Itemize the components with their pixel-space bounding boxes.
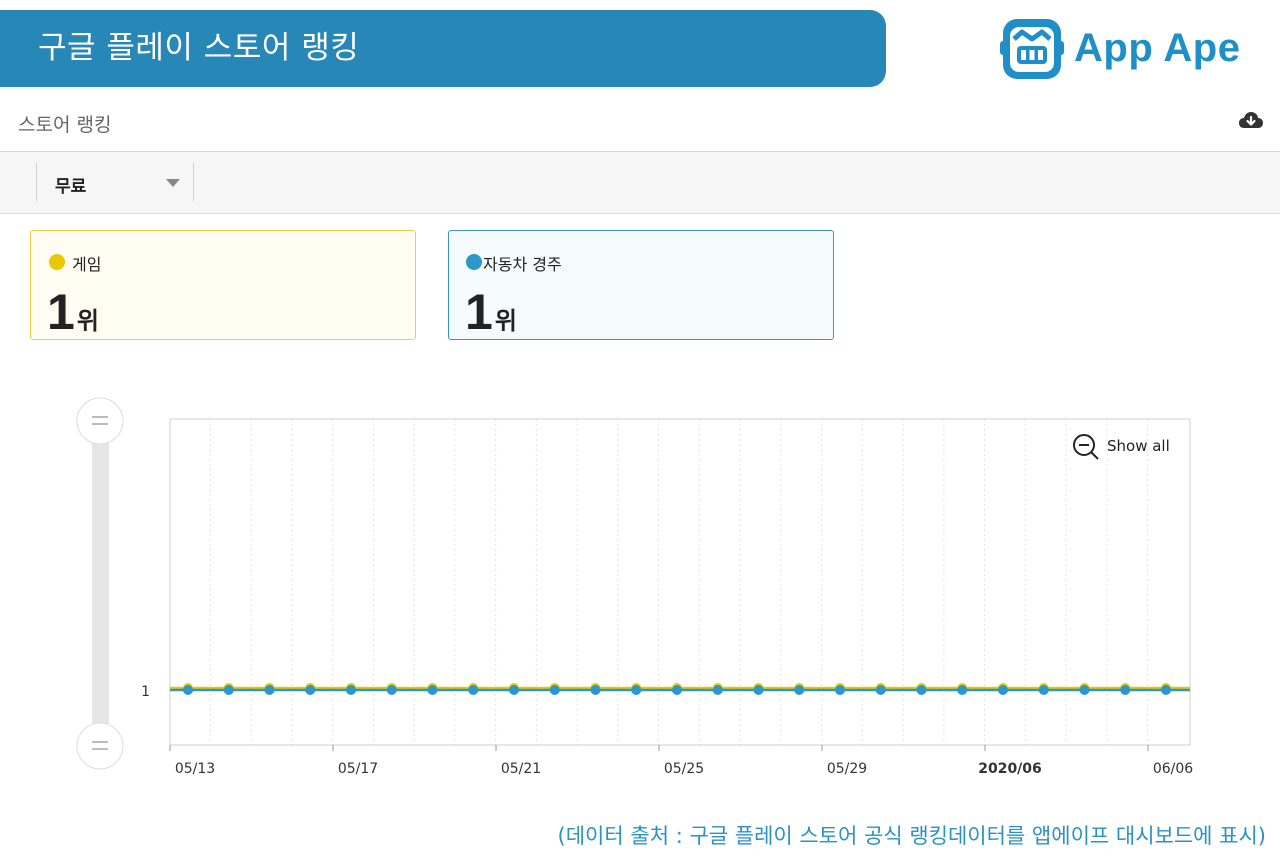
data-point xyxy=(305,685,316,695)
data-point xyxy=(998,683,1008,693)
x-tick-label: 05/21 xyxy=(501,761,541,777)
data-point xyxy=(753,685,764,695)
data-point xyxy=(223,683,234,693)
data-point xyxy=(794,683,805,693)
data-point xyxy=(957,683,968,693)
data-point xyxy=(916,685,927,695)
data-point xyxy=(1120,685,1131,695)
chart-series xyxy=(170,683,1190,695)
brand-name: App Ape xyxy=(1074,25,1241,70)
data-point xyxy=(672,683,682,693)
data-point xyxy=(549,685,560,695)
data-point xyxy=(712,685,723,695)
card-category-label: 게임 xyxy=(72,255,102,274)
data-point xyxy=(183,685,193,695)
data-point xyxy=(916,683,927,693)
show-all-label: Show all xyxy=(1107,437,1170,455)
data-point xyxy=(386,685,397,695)
data-point xyxy=(998,685,1008,695)
data-point xyxy=(712,683,723,693)
card-category-label: 자동차 경주 xyxy=(483,255,562,274)
card-rank: 1위 xyxy=(465,283,517,341)
data-point xyxy=(468,683,479,693)
data-point xyxy=(264,683,275,693)
range-slider[interactable] xyxy=(76,397,124,770)
slider-bottom-handle[interactable] xyxy=(76,722,124,770)
data-point xyxy=(631,683,642,693)
rank-unit: 위 xyxy=(494,307,517,335)
data-point xyxy=(346,683,356,693)
card-rank: 1위 xyxy=(47,283,99,341)
x-tick-label: 05/17 xyxy=(338,761,378,777)
show-all-button[interactable]: Show all xyxy=(1073,434,1170,460)
x-tick-label: 05/13 xyxy=(175,761,215,777)
data-point xyxy=(264,685,275,695)
data-point xyxy=(672,685,682,695)
drag-handle-icon xyxy=(92,741,108,750)
data-point xyxy=(1079,683,1090,693)
page-title: 구글 플레이 스토어 랭킹 xyxy=(38,30,360,66)
rank-number: 1 xyxy=(47,284,75,340)
cloud-download-icon[interactable] xyxy=(1238,110,1264,132)
select-value: 무료 xyxy=(55,177,87,197)
data-point xyxy=(509,685,519,695)
data-point xyxy=(509,683,519,693)
rank-unit: 위 xyxy=(76,307,99,335)
x-tick-label: 2020/06 xyxy=(978,761,1042,777)
zoom-out-handle xyxy=(1079,444,1099,460)
data-point xyxy=(468,685,479,695)
plot-frame xyxy=(169,418,1191,746)
data-point xyxy=(590,683,601,693)
slider-top-handle[interactable] xyxy=(76,397,124,445)
data-point xyxy=(835,685,845,695)
app-ape-logo: App Ape xyxy=(1000,12,1260,84)
data-point xyxy=(183,683,193,693)
data-point xyxy=(427,683,438,693)
category-card-racing: 자동차 경주 1위 xyxy=(448,230,834,340)
data-point xyxy=(1079,685,1090,695)
header-banner: 구글 플레이 스토어 랭킹 xyxy=(0,10,886,87)
data-point xyxy=(590,685,601,695)
data-point xyxy=(386,683,397,693)
data-point xyxy=(753,683,764,693)
price-type-select[interactable]: 무료 xyxy=(36,163,194,201)
data-point xyxy=(223,685,234,695)
data-point xyxy=(875,685,886,695)
x-tick-label: 05/25 xyxy=(664,761,704,777)
data-point xyxy=(1161,683,1171,693)
data-point xyxy=(1038,685,1049,695)
section-title: 스토어 랭킹 xyxy=(18,114,112,136)
data-point xyxy=(1120,683,1131,693)
rank-number: 1 xyxy=(465,284,493,340)
data-point xyxy=(957,685,968,695)
data-point xyxy=(631,685,642,695)
data-point xyxy=(794,685,805,695)
chevron-down-icon xyxy=(166,179,180,187)
section-header: 스토어 랭킹 xyxy=(0,96,1280,152)
filter-bar: 무료 xyxy=(0,152,1280,214)
x-tick-label: 06/06 xyxy=(1153,761,1193,777)
data-point xyxy=(427,685,438,695)
x-tick-label: 05/29 xyxy=(827,761,867,777)
data-point xyxy=(1038,683,1049,693)
category-card-game: 게임 1위 xyxy=(30,230,416,340)
slider-track[interactable] xyxy=(92,425,109,745)
data-point xyxy=(549,683,560,693)
y-tick-label: 1 xyxy=(141,684,150,700)
drag-handle-icon xyxy=(92,416,108,425)
x-axis-labels: 05/13 05/17 05/21 05/25 05/29 2020/06 06/06 xyxy=(169,745,1193,777)
data-point xyxy=(305,683,316,693)
chart-grid xyxy=(209,419,1149,745)
data-point xyxy=(835,683,845,693)
data-point xyxy=(346,685,356,695)
data-point xyxy=(1161,685,1171,695)
legend-dot-icon xyxy=(466,254,482,270)
legend-dot-icon xyxy=(49,254,65,270)
zoom-out-icon xyxy=(1073,434,1095,456)
ape-face-icon xyxy=(1000,19,1064,79)
data-source-caption: (데이터 출처 : 구글 플레이 스토어 공식 랭킹데이터를 앱에이프 대시보드… xyxy=(557,824,1266,848)
data-point xyxy=(875,683,886,693)
